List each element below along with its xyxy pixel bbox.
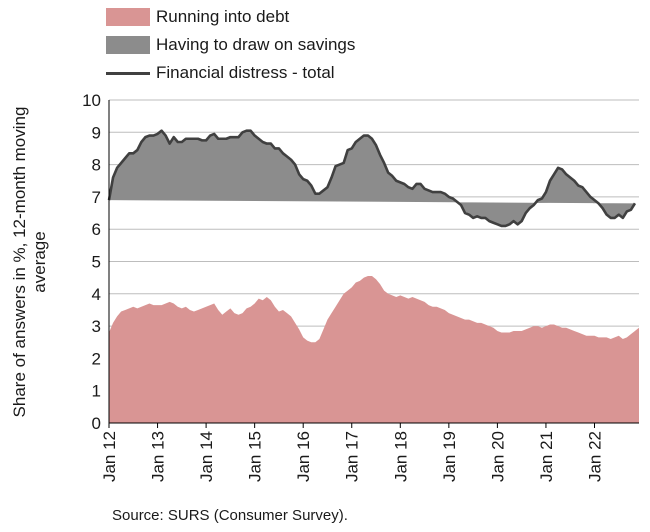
x-tick-label: Jan 14 bbox=[197, 431, 216, 482]
y-tick-label: 2 bbox=[92, 349, 101, 368]
x-tick-label: Jan 20 bbox=[488, 431, 507, 482]
y-tick-label: 7 bbox=[92, 188, 101, 207]
legend-item-drawing-on-savings: Having to draw on savings bbox=[106, 31, 355, 59]
legend-item-financial-distress-total: Financial distress - total bbox=[106, 59, 355, 87]
x-tick-label: Jan 22 bbox=[585, 431, 604, 482]
x-tick-label: Jan 16 bbox=[294, 431, 313, 482]
x-tick-label: Jan 12 bbox=[100, 431, 119, 482]
y-tick-label: 1 bbox=[92, 382, 101, 401]
legend-label-financial-distress-total: Financial distress - total bbox=[156, 63, 335, 82]
legend-swatch-drawing-on-savings bbox=[106, 36, 150, 54]
series-line-financial-distress-total bbox=[107, 129, 637, 228]
legend-label-running-into-debt: Running into debt bbox=[156, 7, 290, 26]
x-tick-label: Jan 15 bbox=[246, 431, 265, 482]
y-tick-label: 10 bbox=[82, 91, 101, 110]
y-tick-label: 6 bbox=[92, 220, 101, 239]
x-tick-label: Jan 13 bbox=[149, 431, 168, 482]
chart-area: 0 1 2 3 4 5 6 7 8 9 10 Jan 12 Jan 13 Jan 14 Jan 15 Jan … bbox=[82, 91, 639, 482]
x-tick-label: Jan 19 bbox=[440, 431, 459, 482]
x-tick-label: Jan 18 bbox=[391, 431, 410, 482]
legend-swatch-financial-distress-total bbox=[106, 71, 150, 75]
legend: Running into debt Having to draw on savi… bbox=[106, 3, 355, 87]
y-tick-label: 3 bbox=[92, 317, 101, 336]
legend-label-drawing-on-savings: Having to draw on savings bbox=[156, 35, 356, 54]
y-tick-label: 9 bbox=[92, 123, 101, 142]
x-tick-label: Jan 17 bbox=[343, 431, 362, 482]
y-tick-label: 5 bbox=[92, 253, 101, 272]
series-area-running-into-debt bbox=[109, 276, 639, 423]
series-area-having-to-draw-on-savings bbox=[109, 130, 635, 226]
y-tick-label: 8 bbox=[92, 156, 101, 175]
legend-item-running-into-debt: Running into debt bbox=[106, 3, 355, 31]
y-tick-label: 4 bbox=[92, 285, 101, 304]
x-tick-label: Jan 21 bbox=[537, 431, 556, 482]
source-note: Source: SURS (Consumer Survey). bbox=[112, 507, 348, 524]
legend-swatch-running-into-debt bbox=[106, 8, 150, 26]
y-tick-label: 0 bbox=[92, 414, 101, 433]
